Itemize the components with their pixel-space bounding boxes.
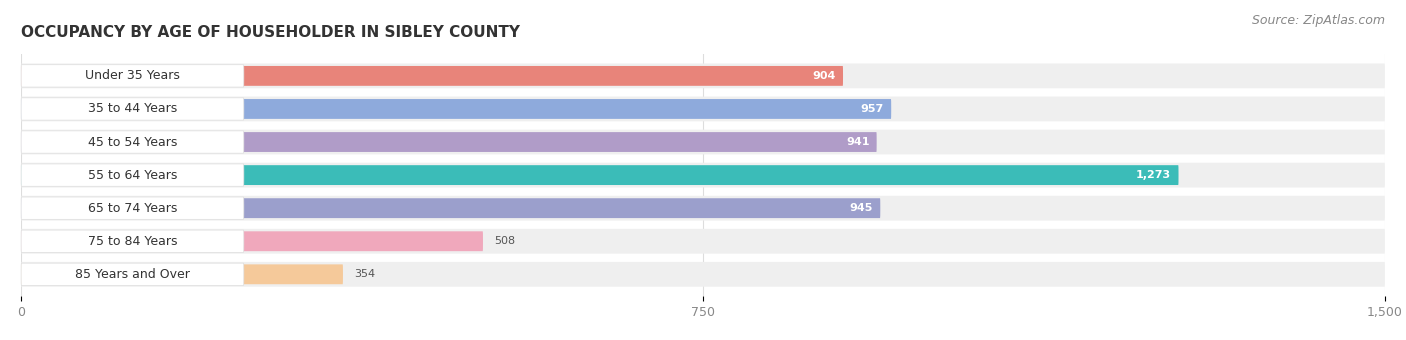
FancyBboxPatch shape <box>21 165 1178 185</box>
FancyBboxPatch shape <box>21 265 343 284</box>
Text: 945: 945 <box>849 203 873 213</box>
FancyBboxPatch shape <box>21 99 891 119</box>
FancyBboxPatch shape <box>21 163 1385 187</box>
FancyBboxPatch shape <box>21 164 243 186</box>
Text: 941: 941 <box>846 137 869 147</box>
Text: 55 to 64 Years: 55 to 64 Years <box>87 169 177 182</box>
Text: 45 to 54 Years: 45 to 54 Years <box>87 136 177 149</box>
Text: Source: ZipAtlas.com: Source: ZipAtlas.com <box>1251 14 1385 27</box>
Text: 65 to 74 Years: 65 to 74 Years <box>87 202 177 215</box>
FancyBboxPatch shape <box>21 130 1385 154</box>
Text: 354: 354 <box>354 269 375 279</box>
Text: 904: 904 <box>813 71 835 81</box>
FancyBboxPatch shape <box>21 198 880 218</box>
Text: 75 to 84 Years: 75 to 84 Years <box>87 235 177 248</box>
FancyBboxPatch shape <box>21 262 1385 287</box>
FancyBboxPatch shape <box>21 196 1385 221</box>
FancyBboxPatch shape <box>21 65 243 87</box>
FancyBboxPatch shape <box>21 132 877 152</box>
Text: OCCUPANCY BY AGE OF HOUSEHOLDER IN SIBLEY COUNTY: OCCUPANCY BY AGE OF HOUSEHOLDER IN SIBLE… <box>21 25 520 40</box>
Text: 85 Years and Over: 85 Years and Over <box>75 268 190 281</box>
FancyBboxPatch shape <box>21 97 1385 121</box>
FancyBboxPatch shape <box>21 197 243 219</box>
Text: 1,273: 1,273 <box>1136 170 1171 180</box>
FancyBboxPatch shape <box>21 66 844 86</box>
Text: 957: 957 <box>860 104 884 114</box>
FancyBboxPatch shape <box>21 263 243 286</box>
Text: Under 35 Years: Under 35 Years <box>84 69 180 82</box>
Text: 508: 508 <box>494 236 515 246</box>
Text: 35 to 44 Years: 35 to 44 Years <box>87 102 177 116</box>
FancyBboxPatch shape <box>21 231 484 251</box>
FancyBboxPatch shape <box>21 131 243 153</box>
FancyBboxPatch shape <box>21 230 243 252</box>
FancyBboxPatch shape <box>21 98 243 120</box>
FancyBboxPatch shape <box>21 64 1385 88</box>
FancyBboxPatch shape <box>21 229 1385 254</box>
